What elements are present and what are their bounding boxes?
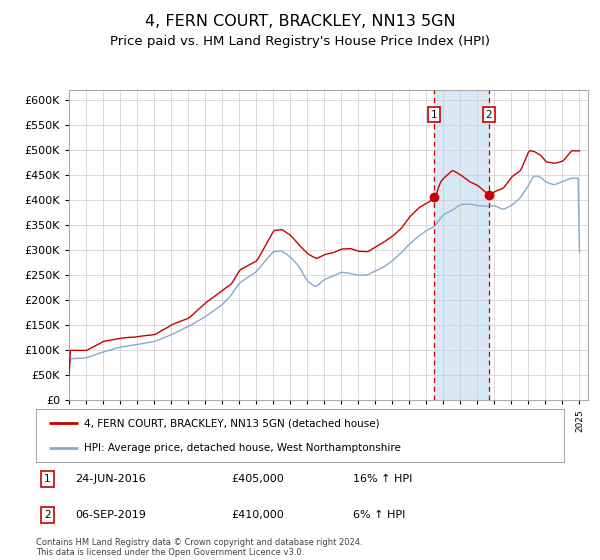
- Text: 2: 2: [44, 510, 51, 520]
- Bar: [434, 90, 489, 400]
- Text: 4, FERN COURT, BRACKLEY, NN13 5GN (detached house): 4, FERN COURT, BRACKLEY, NN13 5GN (detac…: [83, 418, 379, 428]
- Text: £405,000: £405,000: [232, 474, 284, 484]
- Text: Contains HM Land Registry data © Crown copyright and database right 2024.
This d: Contains HM Land Registry data © Crown c…: [36, 538, 362, 557]
- Text: £410,000: £410,000: [232, 510, 284, 520]
- Text: 1: 1: [431, 110, 437, 120]
- Text: 1: 1: [44, 474, 51, 484]
- Text: 4, FERN COURT, BRACKLEY, NN13 5GN: 4, FERN COURT, BRACKLEY, NN13 5GN: [145, 14, 455, 29]
- Text: 06-SEP-2019: 06-SEP-2019: [76, 510, 146, 520]
- Text: 16% ↑ HPI: 16% ↑ HPI: [353, 474, 412, 484]
- Text: 24-JUN-2016: 24-JUN-2016: [76, 474, 146, 484]
- Text: 2: 2: [485, 110, 492, 120]
- Text: HPI: Average price, detached house, West Northamptonshire: HPI: Average price, detached house, West…: [83, 442, 400, 452]
- Text: 6% ↑ HPI: 6% ↑ HPI: [353, 510, 405, 520]
- Text: Price paid vs. HM Land Registry's House Price Index (HPI): Price paid vs. HM Land Registry's House …: [110, 35, 490, 48]
